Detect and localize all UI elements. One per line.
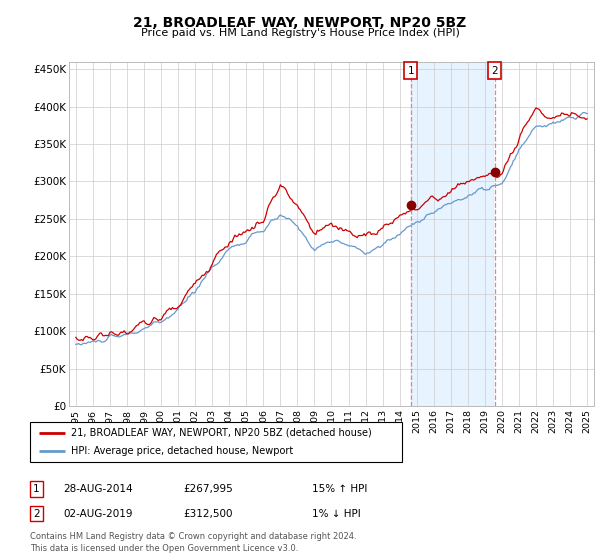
Text: Contains HM Land Registry data © Crown copyright and database right 2024.
This d: Contains HM Land Registry data © Crown c… — [30, 532, 356, 553]
Text: 1: 1 — [33, 484, 40, 494]
Text: 15% ↑ HPI: 15% ↑ HPI — [312, 484, 367, 494]
Text: 21, BROADLEAF WAY, NEWPORT, NP20 5BZ: 21, BROADLEAF WAY, NEWPORT, NP20 5BZ — [133, 16, 467, 30]
Text: 2: 2 — [33, 508, 40, 519]
Text: 21, BROADLEAF WAY, NEWPORT, NP20 5BZ (detached house): 21, BROADLEAF WAY, NEWPORT, NP20 5BZ (de… — [71, 428, 371, 437]
Text: 02-AUG-2019: 02-AUG-2019 — [63, 508, 133, 519]
Text: 2: 2 — [491, 66, 498, 76]
Text: Price paid vs. HM Land Registry's House Price Index (HPI): Price paid vs. HM Land Registry's House … — [140, 28, 460, 38]
Text: £267,995: £267,995 — [183, 484, 233, 494]
Text: 1% ↓ HPI: 1% ↓ HPI — [312, 508, 361, 519]
Text: 1: 1 — [407, 66, 414, 76]
Text: HPI: Average price, detached house, Newport: HPI: Average price, detached house, Newp… — [71, 446, 293, 456]
Text: £312,500: £312,500 — [183, 508, 233, 519]
Text: 28-AUG-2014: 28-AUG-2014 — [63, 484, 133, 494]
